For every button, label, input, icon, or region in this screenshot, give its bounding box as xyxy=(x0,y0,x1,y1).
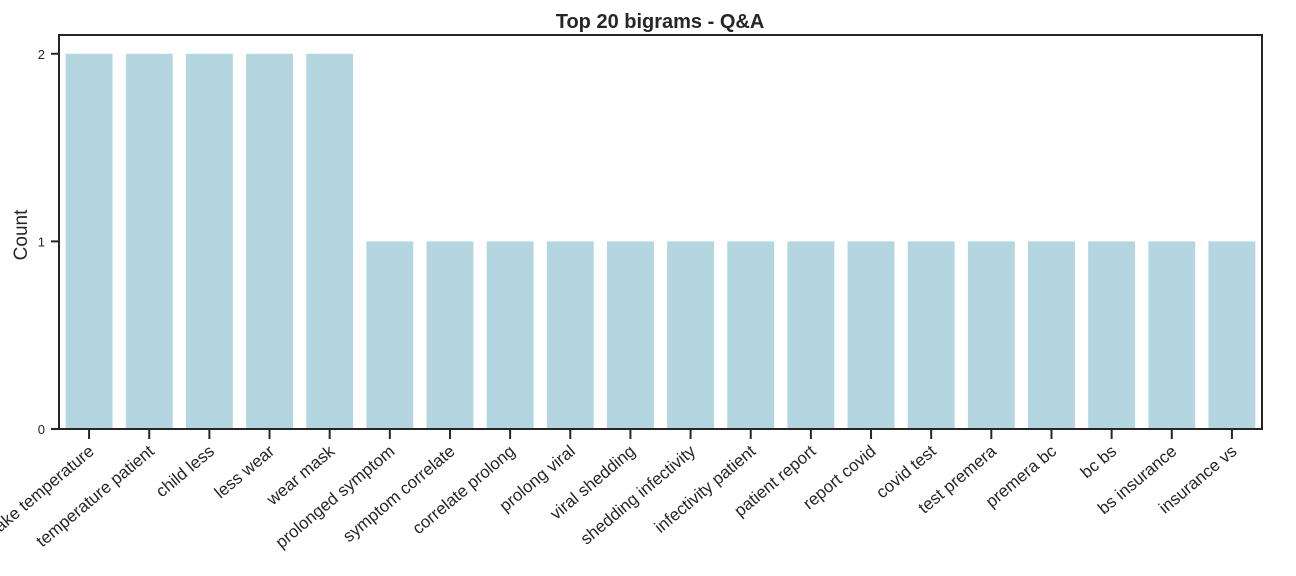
bar-1 xyxy=(125,53,173,430)
bar-19 xyxy=(1208,241,1256,429)
x-tick-label-6: symptom correlate xyxy=(339,442,458,546)
bar-7 xyxy=(486,241,534,429)
bar-14 xyxy=(907,241,955,429)
bar-17 xyxy=(1088,241,1136,429)
bar-13 xyxy=(847,241,895,429)
bar-8 xyxy=(546,241,594,429)
bar-0 xyxy=(65,53,113,430)
bar-10 xyxy=(667,241,715,429)
chart-title: Top 20 bigrams - Q&A xyxy=(556,11,765,33)
bar-11 xyxy=(727,241,775,429)
bar-2 xyxy=(185,53,233,430)
y-tick-label-2: 2 xyxy=(38,47,45,62)
y-axis-label: Count xyxy=(11,209,32,260)
bar-9 xyxy=(606,241,654,429)
y-tick-label-0: 0 xyxy=(38,422,45,437)
bar-16 xyxy=(1028,241,1075,429)
bar-4 xyxy=(306,53,354,430)
x-tick-label-11: infectivity patient xyxy=(651,441,760,537)
y-tick-label-1: 1 xyxy=(38,234,45,249)
y-axis: 0 1 2 xyxy=(38,47,59,437)
x-tick-label-2: child less xyxy=(152,442,218,501)
x-tick-label-10: shedding infectivity xyxy=(577,441,700,548)
x-tick-label-7: correlate prolong xyxy=(409,442,519,539)
x-tick-label-17: bc bs xyxy=(1077,442,1120,483)
bar-15 xyxy=(967,241,1015,429)
bars-group xyxy=(65,53,1256,430)
bar-6 xyxy=(426,241,474,429)
bar-5 xyxy=(366,241,414,429)
bar-3 xyxy=(246,53,293,430)
bar-12 xyxy=(787,241,835,429)
plot-frame xyxy=(58,34,1263,430)
bar-18 xyxy=(1148,241,1196,429)
